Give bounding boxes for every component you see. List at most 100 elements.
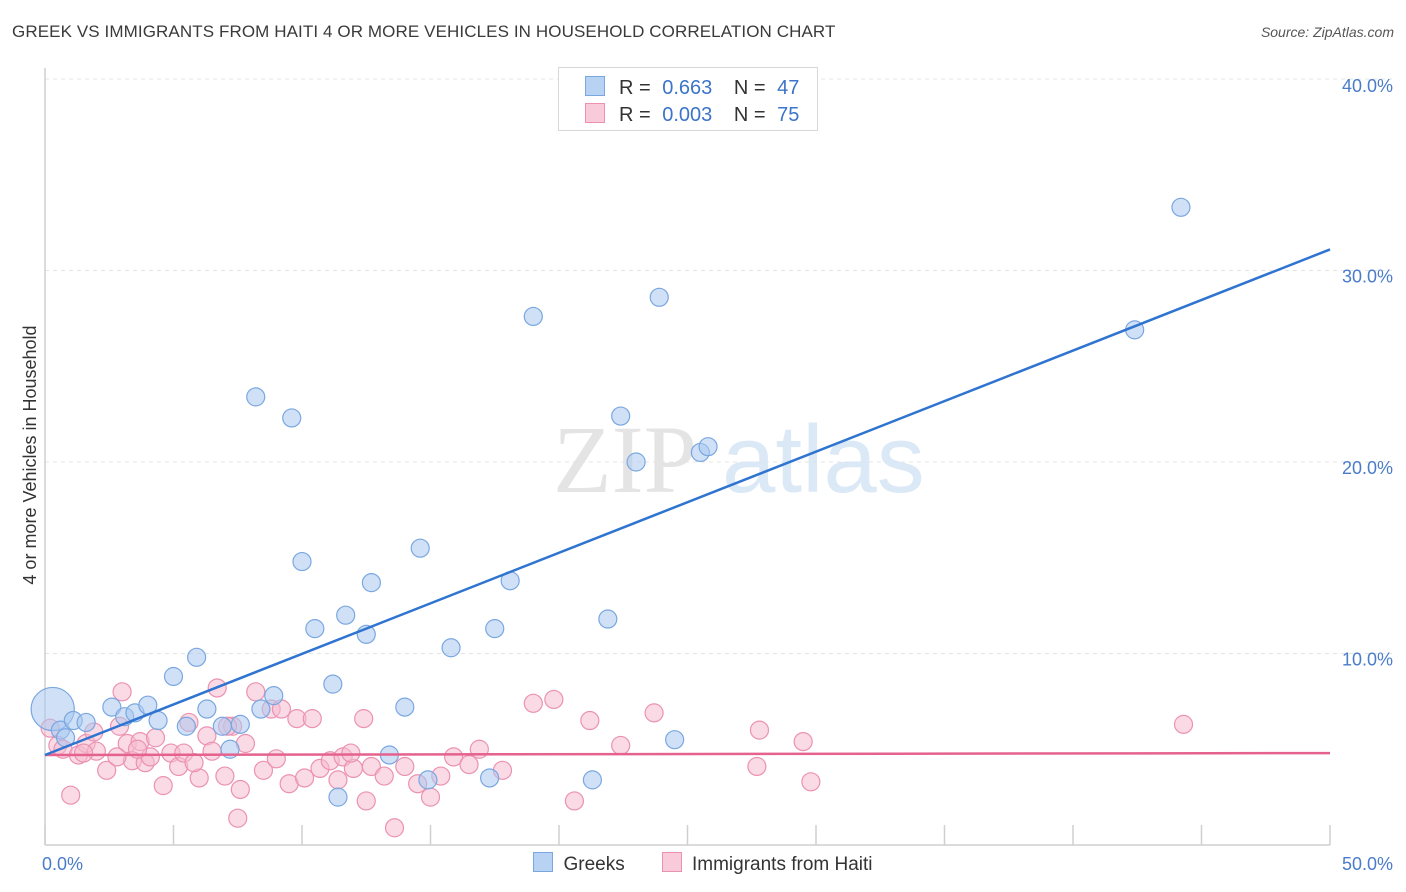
haiti-point	[184, 753, 204, 773]
haiti-point	[611, 735, 631, 756]
source-credit: Source: ZipAtlas.com	[1260, 24, 1394, 40]
greek-swatch	[585, 76, 605, 96]
greek-point	[649, 287, 669, 307]
greek-point	[282, 408, 302, 428]
haiti-point	[384, 818, 405, 838]
y-tick-label: 20.0%	[1342, 458, 1393, 478]
greek-point	[418, 770, 438, 790]
greek-point	[395, 697, 415, 717]
legend-row-haiti: R = 0.003 N = 75	[585, 103, 799, 129]
haiti-point	[361, 756, 381, 777]
haiti-point	[444, 747, 464, 767]
greek-point	[611, 406, 631, 426]
greek-point	[212, 716, 232, 736]
greek-point	[251, 699, 271, 719]
greek-point	[163, 666, 184, 687]
chart-title: GREEK VS IMMIGRANTS FROM HAITI 4 OR MORE…	[12, 22, 836, 41]
greek-point	[1171, 197, 1191, 217]
legend-n-label: N =	[733, 104, 766, 126]
greek-point	[102, 697, 122, 717]
haiti-point	[215, 766, 235, 786]
haiti-point	[112, 682, 132, 702]
haiti-point	[202, 741, 222, 761]
greek-legend-swatch	[533, 852, 554, 872]
series-legend: Greeks Immigrants from Haiti	[0, 852, 1406, 876]
greek-point	[410, 538, 430, 558]
haiti-point	[356, 791, 376, 811]
grid-lines	[45, 78, 1392, 654]
greek-point	[523, 306, 543, 327]
haiti-point	[253, 760, 274, 780]
greek-point	[598, 609, 618, 629]
haiti-point	[749, 720, 770, 740]
greek-point	[305, 619, 325, 639]
legend-item-haiti[interactable]: Immigrants from Haiti	[662, 852, 873, 876]
greek-legend-label: Greeks	[563, 854, 625, 875]
greek-point	[665, 730, 685, 750]
haiti-point	[801, 772, 821, 792]
y-tick-label: 40.0%	[1342, 76, 1393, 96]
greek-point	[485, 619, 505, 639]
haiti-point	[328, 770, 348, 790]
legend-row-greeks: R = 0.663 N = 47	[585, 76, 799, 102]
greek-point	[361, 573, 381, 593]
legend-r-value: 0.003	[662, 104, 713, 126]
watermark-atlas: atlas	[722, 406, 925, 513]
haiti-swatch	[585, 103, 605, 123]
greek-point	[336, 605, 356, 625]
haiti-point	[374, 766, 394, 786]
greek-point	[323, 674, 343, 694]
haiti-point	[294, 768, 315, 788]
greek-point	[187, 647, 207, 667]
haiti-point	[1173, 714, 1194, 734]
x-tick-label-max: 50.0%	[1342, 854, 1393, 874]
greek-point	[176, 716, 196, 736]
haiti-point	[580, 710, 600, 731]
greek-point	[76, 712, 96, 733]
haiti-point	[145, 728, 166, 748]
legend-n-value: 75	[777, 104, 800, 126]
haiti-point	[420, 787, 441, 807]
legend-item-greeks[interactable]: Greeks	[533, 852, 625, 876]
legend-n-value: 47	[777, 77, 800, 99]
greek-point	[441, 638, 461, 658]
haiti-point	[341, 743, 361, 763]
haiti-point	[228, 808, 248, 828]
haiti-point	[793, 731, 813, 752]
haiti-point	[523, 693, 543, 713]
legend-r-value: 0.663	[662, 77, 713, 99]
greek-point	[292, 551, 312, 572]
haiti-point	[107, 747, 127, 767]
x-tick-label-min: 0.0%	[42, 854, 83, 874]
trend-lines	[44, 248, 1331, 757]
greek-point	[698, 437, 718, 457]
haiti-legend-label: Immigrants from Haiti	[692, 854, 873, 875]
haiti-point	[644, 703, 664, 723]
watermark: ZIP atlas	[553, 406, 925, 513]
greek-point	[197, 699, 217, 719]
haiti-point	[302, 709, 322, 729]
haiti-point	[266, 749, 286, 769]
haiti-point	[544, 689, 564, 710]
haiti-point	[246, 682, 266, 702]
y-axis-title: 4 or more Vehicles in Household	[20, 325, 40, 584]
greek-point	[246, 387, 266, 407]
greek-point	[230, 714, 250, 734]
tick-labels: 10.0% 20.0% 30.0% 40.0% 0.0% 50.0%	[42, 76, 1393, 874]
haiti-point	[395, 756, 415, 777]
y-tick-label: 30.0%	[1342, 267, 1393, 287]
haiti-point	[153, 776, 173, 796]
greek-trend-line	[44, 248, 1331, 757]
haiti-point	[73, 743, 94, 763]
legend-r-label: R =	[619, 77, 651, 99]
haiti-point	[97, 760, 117, 780]
haiti-point	[354, 709, 374, 729]
legend-r-label: R =	[619, 104, 651, 126]
haiti-point	[230, 779, 250, 800]
greek-points	[30, 197, 1191, 807]
greek-point	[582, 770, 603, 790]
haiti-point	[564, 791, 585, 811]
correlation-legend: R = 0.663 N = 47 R = 0.003 N = 75	[558, 67, 818, 131]
haiti-trend-line	[44, 751, 1331, 757]
